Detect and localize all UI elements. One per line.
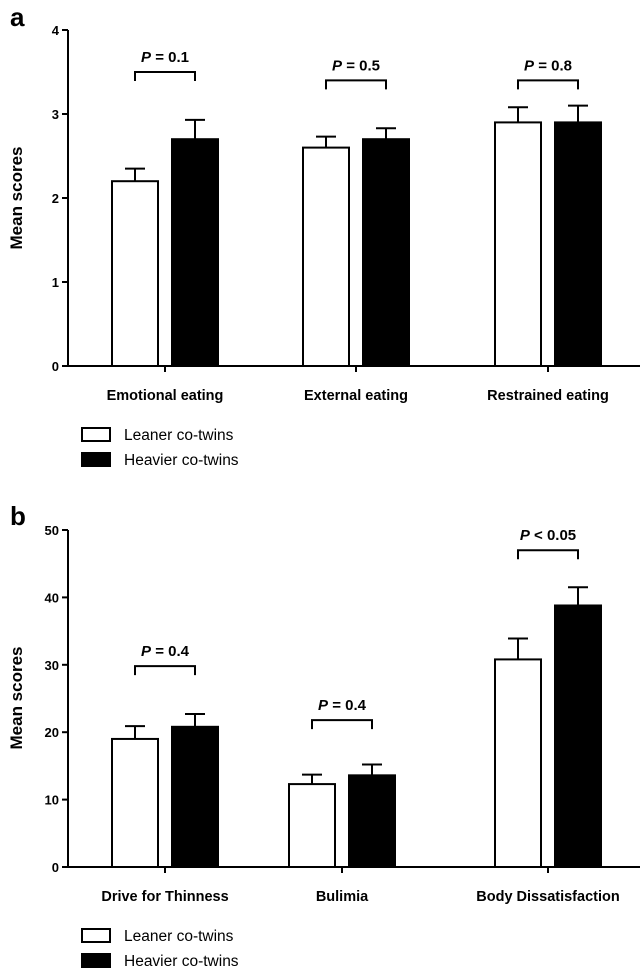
bar-leaner — [494, 121, 542, 368]
panel-letter-b: b — [10, 501, 26, 531]
y-tick-label: 50 — [45, 523, 59, 538]
y-tick-label: 2 — [52, 191, 59, 206]
legend-label-heavier: Heavier co-twins — [124, 452, 239, 469]
legend-b: Leaner co-twins Heavier co-twins — [81, 928, 239, 970]
plot-area-a: 0 1 2 3 4 Emotional eating External eating Rest… — [52, 23, 640, 404]
legend-label-leaner: Leaner co-twins — [124, 928, 234, 945]
legend-swatch-heavier — [81, 452, 111, 467]
significance-bracket — [325, 79, 387, 90]
p-value-label: P = 0.4 — [318, 697, 367, 714]
p-value-label: P = 0.4 — [141, 643, 190, 660]
bar-heavier — [171, 138, 219, 367]
legend-label-heavier: Heavier co-twins — [124, 953, 239, 970]
x-category-label: Drive for Thinness — [101, 889, 228, 905]
bar-heavier — [362, 138, 410, 367]
legend-swatch-heavier — [81, 953, 111, 968]
bar-leaner — [111, 180, 159, 367]
p-value-label: P = 0.5 — [332, 57, 380, 74]
x-category-label: Emotional eating — [107, 388, 224, 404]
bar-leaner — [302, 146, 350, 367]
significance-bracket — [134, 71, 196, 81]
y-axis-title-b: Mean scores — [7, 647, 26, 750]
y-tick-label: 0 — [52, 860, 59, 875]
bar-leaner — [111, 737, 159, 868]
legend-label-leaner: Leaner co-twins — [124, 427, 234, 444]
y-tick-label: 10 — [45, 793, 59, 808]
x-category-label: Bulimia — [316, 889, 369, 905]
p-value-label: P = 0.8 — [524, 57, 572, 74]
p-value-label: P = 0.1 — [141, 49, 189, 66]
bar-heavier — [554, 604, 602, 868]
chart-panel-b: b Mean scores 0 10 20 30 40 50 Drive for Thinn… — [7, 501, 640, 970]
significance-bracket — [311, 719, 373, 730]
legend-swatch-leaner — [81, 928, 111, 943]
bar-heavier — [171, 725, 219, 868]
y-tick-label: 30 — [45, 658, 59, 673]
bar-leaner — [288, 783, 336, 869]
y-tick-label: 1 — [52, 275, 59, 290]
significance-bracket — [517, 549, 579, 560]
y-axis-title-a: Mean scores — [7, 147, 26, 250]
bar-heavier — [348, 774, 396, 868]
significance-bracket — [134, 665, 196, 676]
significance-bracket — [517, 79, 579, 90]
legend-swatch-leaner — [81, 427, 111, 442]
bar-leaner — [494, 658, 542, 869]
y-tick-label: 3 — [52, 107, 59, 122]
chart-panel-a: a Mean scores 0 1 2 3 4 Emotional eating Exter… — [7, 2, 640, 469]
plot-area-b: 0 10 20 30 40 50 Drive for Thinness Bulimia Body… — [45, 523, 640, 905]
x-category-label: Restrained eating — [487, 388, 609, 404]
p-value-label: P < 0.05 — [520, 527, 576, 544]
y-tick-label: 20 — [45, 725, 59, 740]
bar-heavier — [554, 121, 602, 368]
y-tick-label: 40 — [45, 590, 59, 605]
y-tick-label: 0 — [52, 359, 59, 374]
panel-letter-a: a — [10, 2, 25, 32]
legend-a: Leaner co-twins Heavier co-twins — [81, 427, 239, 469]
x-category-label: External eating — [304, 388, 408, 404]
x-category-label: Body Dissatisfaction — [476, 889, 619, 905]
y-tick-label: 4 — [52, 23, 60, 38]
